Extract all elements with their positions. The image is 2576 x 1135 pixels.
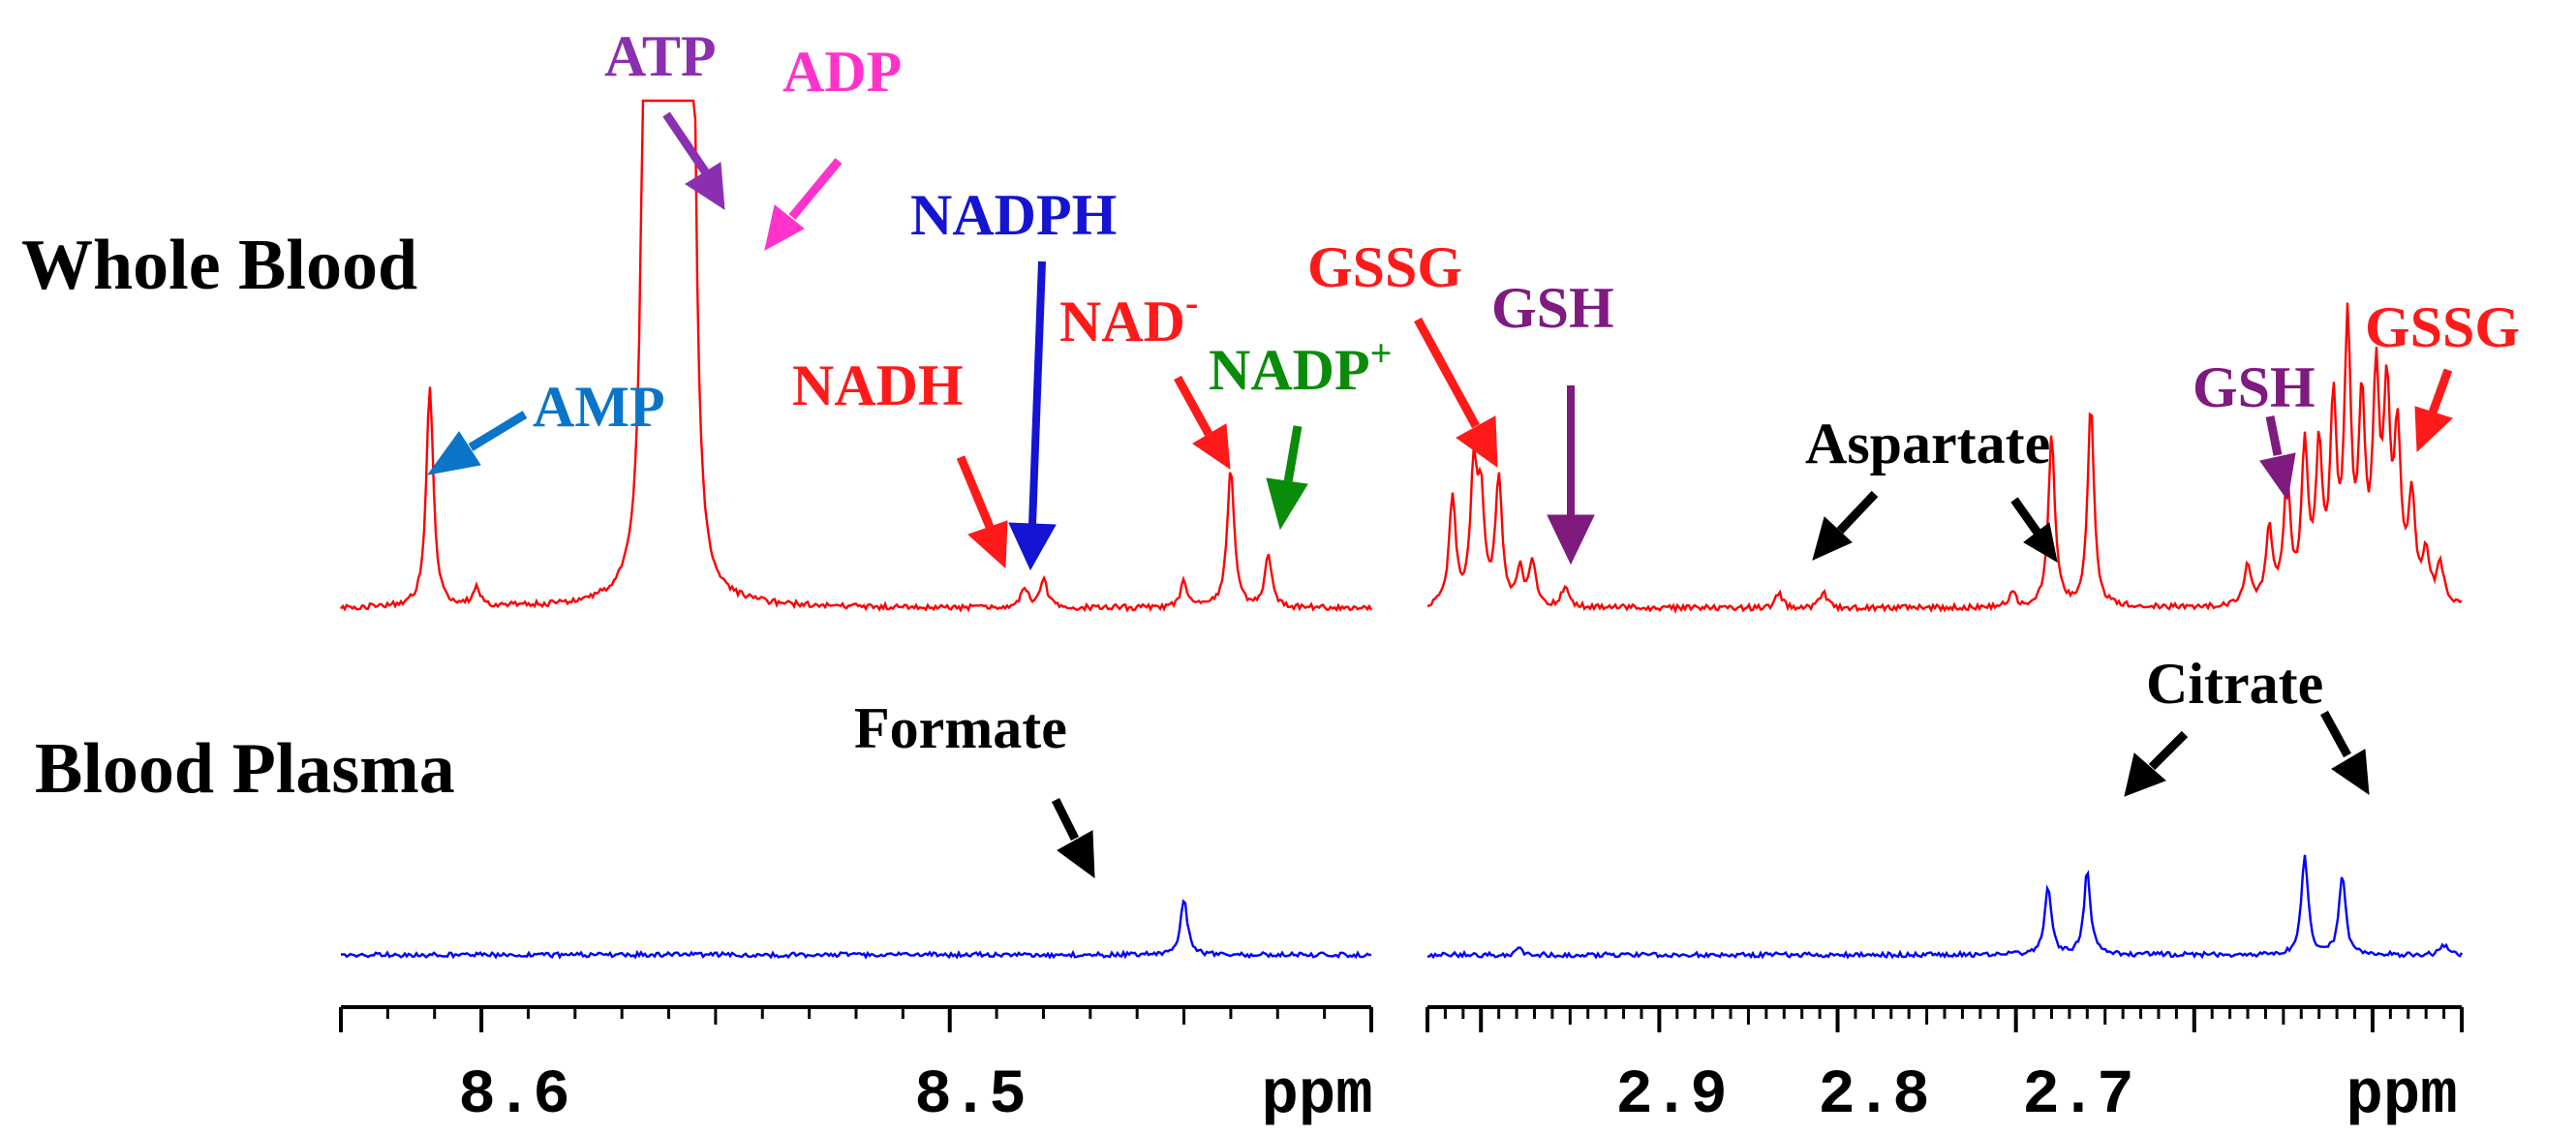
arrow-aspartate-left xyxy=(1812,490,1879,561)
annotation-nadp-text: NADP xyxy=(1209,338,1370,402)
trace-blood-plasma-aromatic xyxy=(341,899,1372,960)
arrow-formate xyxy=(1051,797,1095,879)
annotation-aspartate: Aspartate xyxy=(1805,412,2050,475)
annotation-nadh: NADH xyxy=(792,353,964,417)
trace-whole-blood-aromatic xyxy=(340,99,1373,613)
tick-label-2.7: 2.7 xyxy=(2022,1061,2133,1131)
arrow-nadph xyxy=(1008,261,1057,571)
arrow-nadh xyxy=(956,455,1008,569)
annotation-citrate: Citrate xyxy=(2146,652,2323,716)
row-label-whole-blood: Whole Blood xyxy=(21,226,417,305)
annotation-amp: AMP xyxy=(533,375,665,439)
annotations: ATP ADP AMP NADPH NADH NAD- xyxy=(426,24,2520,879)
spectrum-traces xyxy=(340,99,2464,960)
row-label-blood-plasma: Blood Plasma xyxy=(35,729,455,809)
tick-label-8.5: 8.5 xyxy=(914,1061,1026,1131)
tick-label-2.8: 2.8 xyxy=(1818,1061,1929,1131)
axis-unit-ppm-right: ppm xyxy=(2346,1061,2457,1131)
arrow-gsh-right xyxy=(2259,415,2296,502)
arrow-atp xyxy=(662,111,725,210)
annotation-nadp-sup: + xyxy=(1370,331,1393,375)
annotation-nad: NAD- xyxy=(1059,281,1198,353)
annotation-gssg-left: GSSG xyxy=(1307,235,1462,299)
annotation-nad-text: NAD xyxy=(1059,290,1185,353)
annotation-atp: ATP xyxy=(604,24,717,88)
annotation-nadph: NADPH xyxy=(910,183,1117,247)
trace-blood-plasma-aliphatic xyxy=(1426,854,2464,960)
tick-label-8.6: 8.6 xyxy=(458,1061,569,1131)
tick-label-2.9: 2.9 xyxy=(1615,1061,1727,1131)
annotation-gssg-right: GSSG xyxy=(2365,295,2520,359)
arrow-nadp xyxy=(1266,425,1308,531)
axis-unit-ppm-left: ppm xyxy=(1261,1061,1372,1131)
arrow-gsh-left xyxy=(1547,385,1595,566)
arrow-nad xyxy=(1174,375,1231,471)
arrow-citrate-left xyxy=(2124,730,2189,797)
annotation-gsh-left: GSH xyxy=(1491,276,1614,340)
annotation-nadp: NADP+ xyxy=(1209,331,1392,402)
arrow-citrate-right xyxy=(2320,710,2370,796)
annotation-adp: ADP xyxy=(782,40,902,104)
annotation-nad-sup: - xyxy=(1185,281,1198,324)
arrow-adp xyxy=(764,158,843,251)
annotation-formate: Formate xyxy=(854,696,1067,760)
arrow-gssg-left xyxy=(1414,317,1498,468)
arrow-aspartate-right xyxy=(2010,497,2058,563)
arrow-gssg-right xyxy=(2414,368,2453,453)
annotation-gsh-right: GSH xyxy=(2193,355,2315,419)
arrow-amp xyxy=(426,411,528,475)
x-axes xyxy=(339,1005,2464,1032)
trace-whole-blood-aliphatic xyxy=(1426,302,2463,615)
